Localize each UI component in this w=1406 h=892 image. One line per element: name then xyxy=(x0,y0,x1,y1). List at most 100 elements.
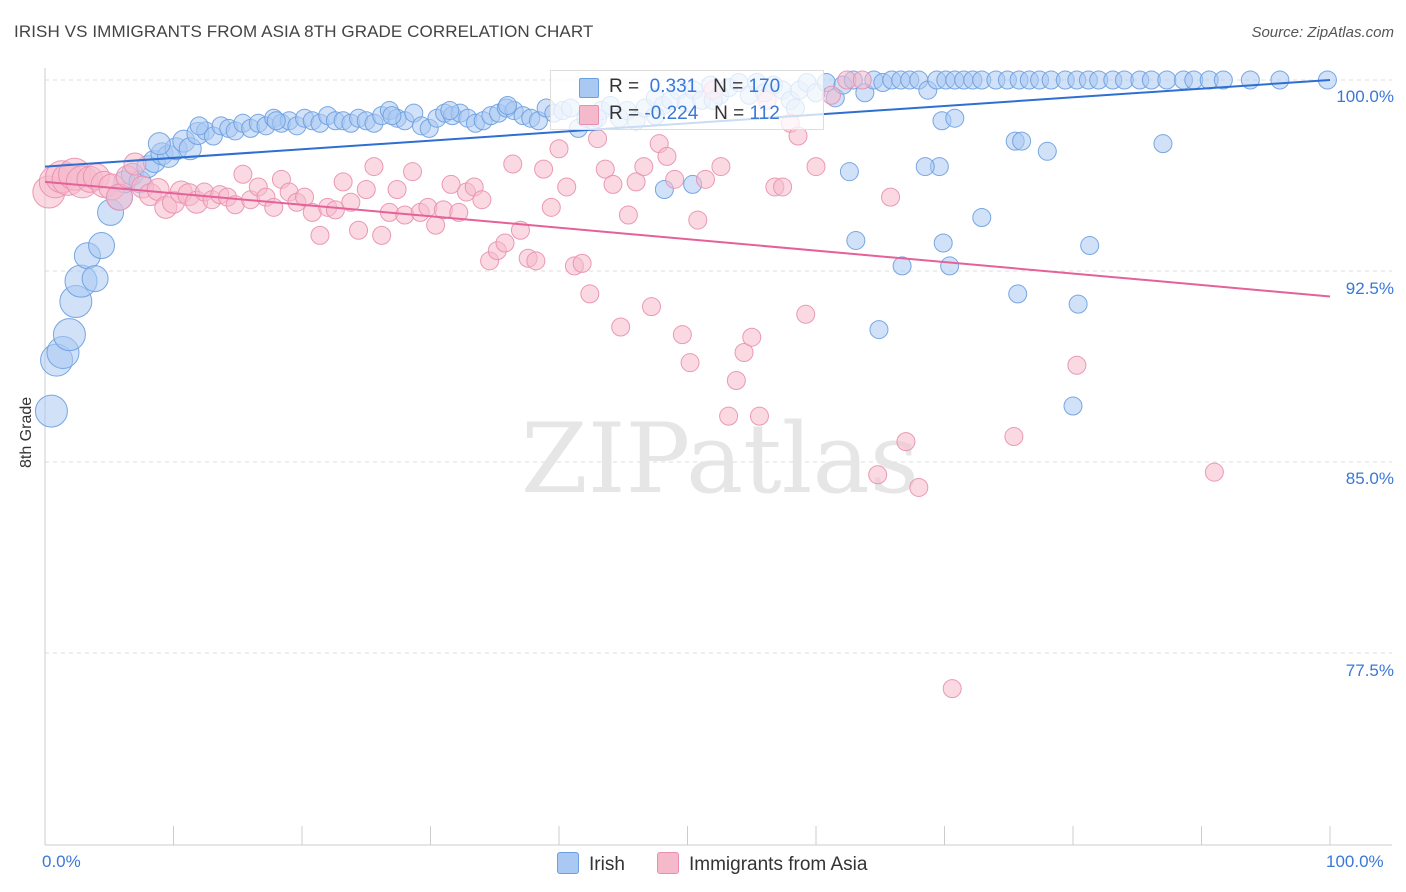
asia-point xyxy=(349,220,369,240)
irish-point xyxy=(498,95,518,115)
irish-point xyxy=(1012,131,1032,151)
asia-point xyxy=(603,174,623,194)
n-value-asia: 112 xyxy=(749,103,780,124)
watermark: ZIPatlas xyxy=(521,403,919,515)
legend-item-irish[interactable]: Irish xyxy=(557,852,625,876)
asia-point xyxy=(719,406,739,426)
asia-point xyxy=(449,202,469,222)
irish-point xyxy=(147,132,171,156)
asia-point xyxy=(503,154,523,174)
asia-point xyxy=(773,177,793,197)
asia-point xyxy=(557,177,577,197)
irish-point xyxy=(1270,70,1290,90)
y-tick-label-77-5: 77.5% xyxy=(1345,661,1394,680)
asia-point xyxy=(868,465,888,485)
n-label: N = xyxy=(713,76,744,97)
asia-point xyxy=(942,679,962,699)
asia-point xyxy=(549,139,569,159)
irish-point xyxy=(1008,284,1028,304)
irish-point xyxy=(1068,294,1088,314)
asia-point xyxy=(541,197,561,217)
r-label: R = xyxy=(609,103,640,124)
irish-legend-swatch xyxy=(557,852,579,874)
x-tick-label-0: 0.0% xyxy=(42,852,81,871)
r-label: R = xyxy=(609,76,640,97)
asia-point xyxy=(333,172,353,192)
asia-point xyxy=(526,251,546,271)
irish-point xyxy=(189,116,209,136)
legend-row-asia: R = -0.224 N = 112 xyxy=(579,103,780,125)
irish-point xyxy=(266,111,286,131)
irish-point xyxy=(915,157,935,177)
y-axis-title: 8th Grade xyxy=(18,396,35,468)
legend-row-irish: R = 0.331 N = 170 xyxy=(579,76,780,98)
asia-point xyxy=(680,353,700,373)
asia-point xyxy=(372,225,392,245)
asia-point xyxy=(734,342,754,362)
asia-point xyxy=(711,157,731,177)
n-value-irish: 170 xyxy=(748,76,781,97)
asia-point xyxy=(233,164,253,184)
source-label: Source: ZipAtlas.com xyxy=(1251,24,1394,41)
asia-point xyxy=(356,180,376,200)
y-tick-label-85: 85.0% xyxy=(1345,469,1394,488)
asia-point xyxy=(657,146,677,166)
legend-label-asia: Immigrants from Asia xyxy=(689,854,868,875)
chart-title: IRISH VS IMMIGRANTS FROM ASIA 8TH GRADE … xyxy=(14,22,594,41)
irish-point xyxy=(382,106,402,126)
x-tick-label-100: 100.0% xyxy=(1326,852,1384,871)
legend-label-irish: Irish xyxy=(589,854,625,875)
asia-point xyxy=(852,70,872,90)
irish-point xyxy=(34,394,68,428)
asia-point xyxy=(295,187,315,207)
irish-point xyxy=(1037,141,1057,161)
asia-point xyxy=(572,253,592,273)
stats-legend: R = 0.331 N = 170 R = -0.224 N = 112 xyxy=(550,70,824,130)
asia-point xyxy=(1004,427,1024,447)
asia-point xyxy=(1067,355,1087,375)
axes xyxy=(44,68,1392,846)
asia-point xyxy=(123,152,147,176)
irish-point xyxy=(81,265,109,293)
irish-point xyxy=(1157,70,1177,90)
irish-point xyxy=(933,233,953,253)
asia-trend-line xyxy=(44,180,1331,298)
asia-point xyxy=(695,169,715,189)
asia-point xyxy=(909,477,929,497)
asia-point xyxy=(403,162,423,182)
asia-point xyxy=(688,210,708,230)
irish-point xyxy=(1153,134,1173,154)
asia-legend-swatch xyxy=(657,852,679,874)
irish-point xyxy=(1063,396,1083,416)
asia-point xyxy=(634,157,654,177)
asia-point xyxy=(881,187,901,207)
r-value-irish: 0.331 xyxy=(644,76,698,97)
irish-point xyxy=(869,320,889,340)
asia-point xyxy=(642,297,662,317)
r-value-asia: -0.224 xyxy=(644,103,699,124)
n-label: N = xyxy=(714,103,745,124)
asia-point xyxy=(672,325,692,345)
irish-point xyxy=(846,230,866,250)
legend-item-asia[interactable]: Immigrants from Asia xyxy=(657,852,867,876)
asia-point xyxy=(749,406,769,426)
irish-point xyxy=(440,101,460,121)
asia-point xyxy=(742,327,762,347)
y-tick-label-92-5: 92.5% xyxy=(1345,279,1394,298)
y-tick-label-100: 100.0% xyxy=(1336,87,1394,106)
asia-point xyxy=(495,233,515,253)
asia-point xyxy=(626,172,646,192)
asia-series xyxy=(32,70,1224,699)
asia-point xyxy=(580,284,600,304)
asia-point xyxy=(806,157,826,177)
asia-point xyxy=(387,180,407,200)
asia-point xyxy=(796,304,816,324)
irish-point xyxy=(1080,236,1100,256)
asia-point xyxy=(364,157,384,177)
irish-point xyxy=(892,256,912,276)
asia-point xyxy=(441,174,461,194)
asia-point xyxy=(611,317,631,337)
asia-point xyxy=(1204,462,1224,482)
asia-point xyxy=(325,200,345,220)
